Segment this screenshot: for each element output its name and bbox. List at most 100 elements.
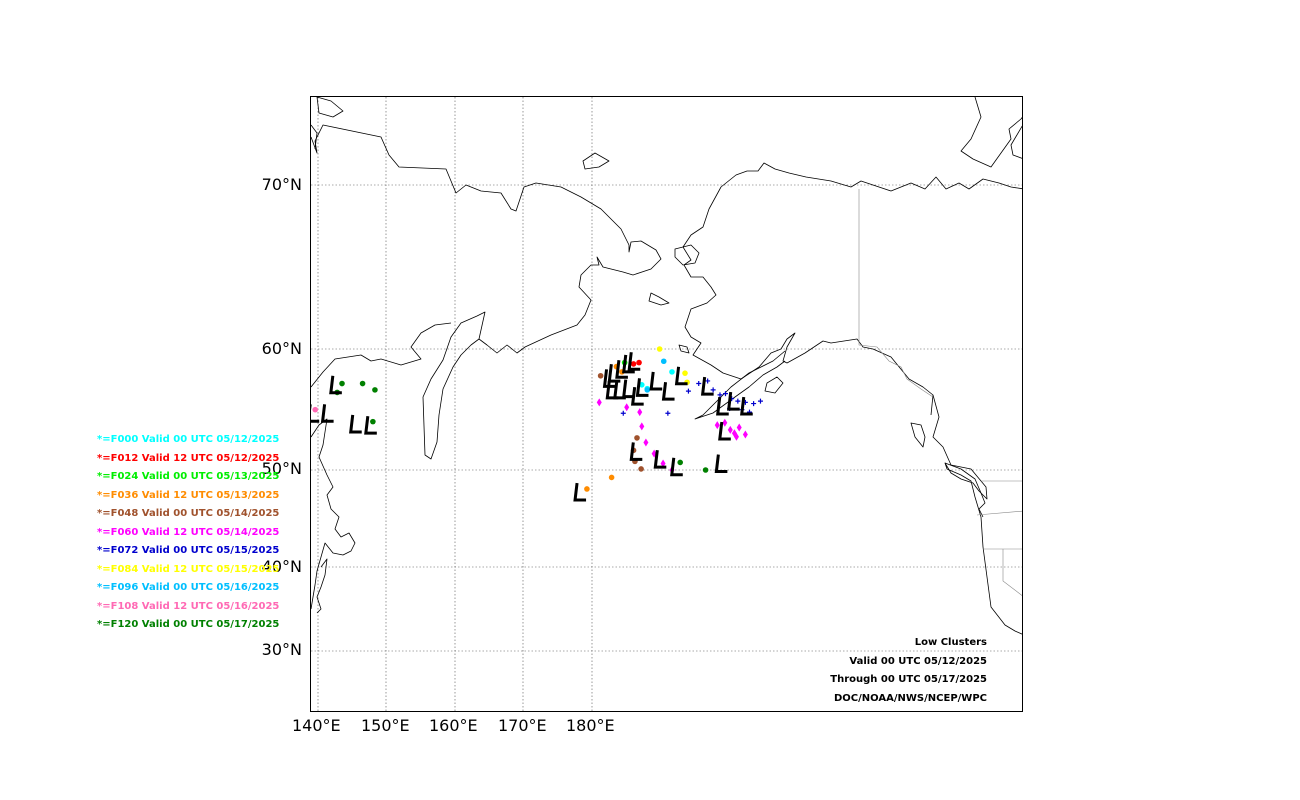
lat-label-30: 30°N [261,640,302,659]
legend-item-f096: *=F096 Valid 00 UTC 05/16/2025 [97,582,280,593]
border-state-1 [976,510,1022,516]
low-center-marker [716,396,729,416]
low-center-marker [349,414,362,434]
map-info-block: Low Clusters Valid 00 UTC 05/12/2025 Thr… [830,636,987,710]
low-center-marker [674,366,688,386]
member-marker [634,435,640,441]
member-marker [669,369,675,375]
coast-arctic-islands [960,97,1022,168]
member-marker [372,387,378,393]
member-marker [717,392,723,398]
member-marker [685,388,691,394]
member-marker [722,391,728,397]
low-center-marker [740,396,753,416]
member-marker [644,387,651,393]
coast-bc [944,462,986,518]
member-marker [705,378,711,384]
coast-peninsula-tip [694,350,786,420]
borders [858,189,1022,596]
low-center-marker [573,482,587,502]
member-marker [757,398,763,404]
lon-label-170: 170°E [498,716,547,735]
member-marker [339,380,345,387]
forecast-legend: *=F000 Valid 00 UTC 05/12/2025 *=F012 Va… [97,433,279,637]
legend-item-f024: *=F024 Valid 00 UTC 05/13/2025 [97,471,280,482]
coast-st-lawrence [582,152,610,170]
info-title: Low Clusters [914,637,987,648]
info-through: Through 00 UTC 05/17/2025 [830,674,987,685]
member-marker [370,418,376,425]
low-center-marker [718,421,731,441]
low-center-marker [622,354,635,374]
low-center-marker [714,454,728,474]
lat-label-40: 40°N [261,557,302,576]
coast-alaska [682,162,1022,266]
low-center-marker [653,449,667,469]
legend-item-f000: *=F000 Valid 00 UTC 05/12/2025 [97,434,280,445]
member-marker [656,346,663,352]
low-center-marker [661,381,675,401]
member-marker [630,361,637,367]
low-center-marker [649,371,663,391]
low-center-markers [311,352,753,502]
map-canvas [311,97,1022,711]
low-center-marker [700,376,714,396]
member-marker [696,381,702,387]
low-center-marker [602,369,616,388]
low-center-marker [727,391,740,411]
member-marker [636,359,642,366]
low-center-marker [629,442,643,461]
lat-label-50: 50°N [261,459,302,478]
coast-kurils [316,558,328,614]
low-center-marker [635,378,649,397]
low-center-marker [320,404,334,423]
member-marker [682,370,688,376]
member-marker [359,380,366,387]
low-center-marker [622,379,635,399]
coast-siberia-north [311,124,662,460]
member-marker [677,459,684,466]
ensemble-member-markers [312,346,763,492]
coast-wrangel [316,97,344,118]
low-center-marker [630,386,644,406]
legend-item-f060: *=F060 Valid 12 UTC 05/14/2025 [97,526,280,538]
coast-kamchatka [311,418,356,610]
member-marker [312,406,319,413]
member-marker [639,422,645,431]
member-marker [660,459,666,468]
coast-nunivak [674,244,700,266]
member-marker [742,430,748,439]
member-marker [660,358,667,365]
member-marker [751,401,757,407]
member-marker [736,423,742,432]
member-marker [637,408,643,417]
coast-vancouver [910,422,926,448]
lon-label-140: 140°E [292,716,341,735]
legend-item-f012: *=F012 Valid 12 UTC 05/12/2025 [97,452,280,464]
member-marker [735,398,741,404]
graticule [311,97,1022,711]
border-alaska-canada [858,189,934,398]
lon-label-150: 150°E [361,716,410,735]
coast-alaska-west [683,264,934,416]
legend-item-f048: *=F048 Valid 00 UTC 05/14/2025 [97,508,280,519]
member-marker [624,403,630,412]
low-center-marker [627,352,641,371]
legend-item-f120: *=F120 Valid 00 UTC 05/17/2025 [97,619,280,630]
lat-label-70: 70°N [261,175,302,194]
member-marker [584,486,590,492]
member-marker [702,467,709,473]
info-credit: DOC/NOAA/NWS/NCEP/WPC [834,692,987,704]
low-center-marker [364,415,377,435]
member-marker [714,421,720,430]
member-marker [608,474,615,481]
lon-label-160: 160°E [429,716,478,735]
low-center-marker [311,404,320,423]
coast-siberia-left [311,124,318,150]
legend-item-f108: *=F108 Valid 12 UTC 05/16/2025 [97,600,280,612]
member-marker [722,418,728,427]
member-marker [620,410,626,416]
coastlines [311,97,1022,635]
coast-kamchatka-okhotsk [311,322,452,388]
member-marker [596,398,602,407]
